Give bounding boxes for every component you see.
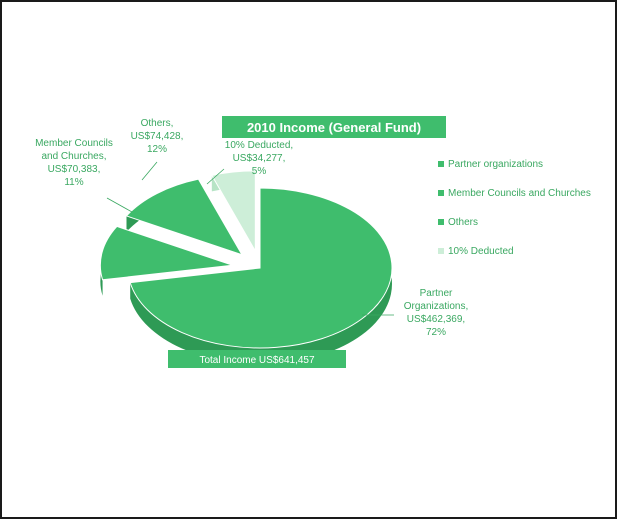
legend-item-member-councils: Member Councils and Churches xyxy=(438,188,591,199)
chart-title-bg xyxy=(222,116,446,138)
total-income-bg xyxy=(168,350,346,368)
slice-label-line: US$462,369, xyxy=(407,314,465,325)
slice-label-line: Organizations, xyxy=(404,301,468,312)
slice-label-ten-percent-deducted: 10% Deducted, US$34,277, 5% xyxy=(206,140,293,185)
pie-slice-others xyxy=(125,178,244,256)
legend-swatch xyxy=(438,161,444,167)
chart-title: 2010 Income (General Fund) xyxy=(222,116,446,138)
legend-label: Partner organizations xyxy=(448,159,543,170)
slice-leader-line xyxy=(206,168,225,185)
legend-swatch xyxy=(438,219,444,225)
legend-label: Member Councils and Churches xyxy=(448,188,591,199)
slice-label-line: US$74,428, xyxy=(131,131,184,142)
slice-label-partner-organizations: Partner Organizations, US$462,369, 72% xyxy=(362,288,468,338)
slice-label-line: and Churches, xyxy=(41,151,106,162)
slice-label-line: 72% xyxy=(426,327,446,338)
slice-label-line: 12% xyxy=(147,144,167,155)
legend-label: Others xyxy=(448,217,478,228)
legend: Partner organizations Member Councils and… xyxy=(438,159,591,257)
legend-item-ten-percent-deducted: 10% Deducted xyxy=(438,246,514,257)
slice-label-line: Member Councils xyxy=(35,138,113,149)
slice-label-line: US$34,277, xyxy=(233,153,286,164)
slice-labels: Partner Organizations, US$462,369, 72% Membe… xyxy=(35,118,468,338)
legend-item-others: Others xyxy=(438,217,478,228)
total-income: Total Income US$641,457 xyxy=(168,350,346,368)
legend-swatch xyxy=(438,248,444,254)
slice-label-line: US$70,383, xyxy=(48,164,101,175)
legend-swatch xyxy=(438,190,444,196)
chart-title-text: 2010 Income (General Fund) xyxy=(247,120,421,135)
slice-leader-line xyxy=(141,161,158,181)
slice-label-line: Partner xyxy=(420,288,453,299)
slice-label-member-councils: Member Councils and Churches, US$70,383, 11… xyxy=(35,138,133,213)
pie-slice-ten-percent-deducted xyxy=(211,170,256,253)
slice-label-line: Others, xyxy=(141,118,174,129)
slice-label-line: 11% xyxy=(64,177,83,188)
pie-slice-partner-organizations xyxy=(129,187,393,349)
slice-label-line: 10% Deducted, xyxy=(225,140,293,151)
slice-leader-line xyxy=(106,197,133,213)
pie-slices xyxy=(99,170,393,364)
legend-item-partner-organizations: Partner organizations xyxy=(438,159,543,170)
legend-label: 10% Deducted xyxy=(448,246,514,257)
pie-slice-member-councils xyxy=(99,225,233,281)
total-income-text: Total Income US$641,457 xyxy=(199,355,315,366)
slice-label-line: 5% xyxy=(252,166,267,177)
slice-label-others: Others, US$74,428, 12% xyxy=(131,118,184,181)
